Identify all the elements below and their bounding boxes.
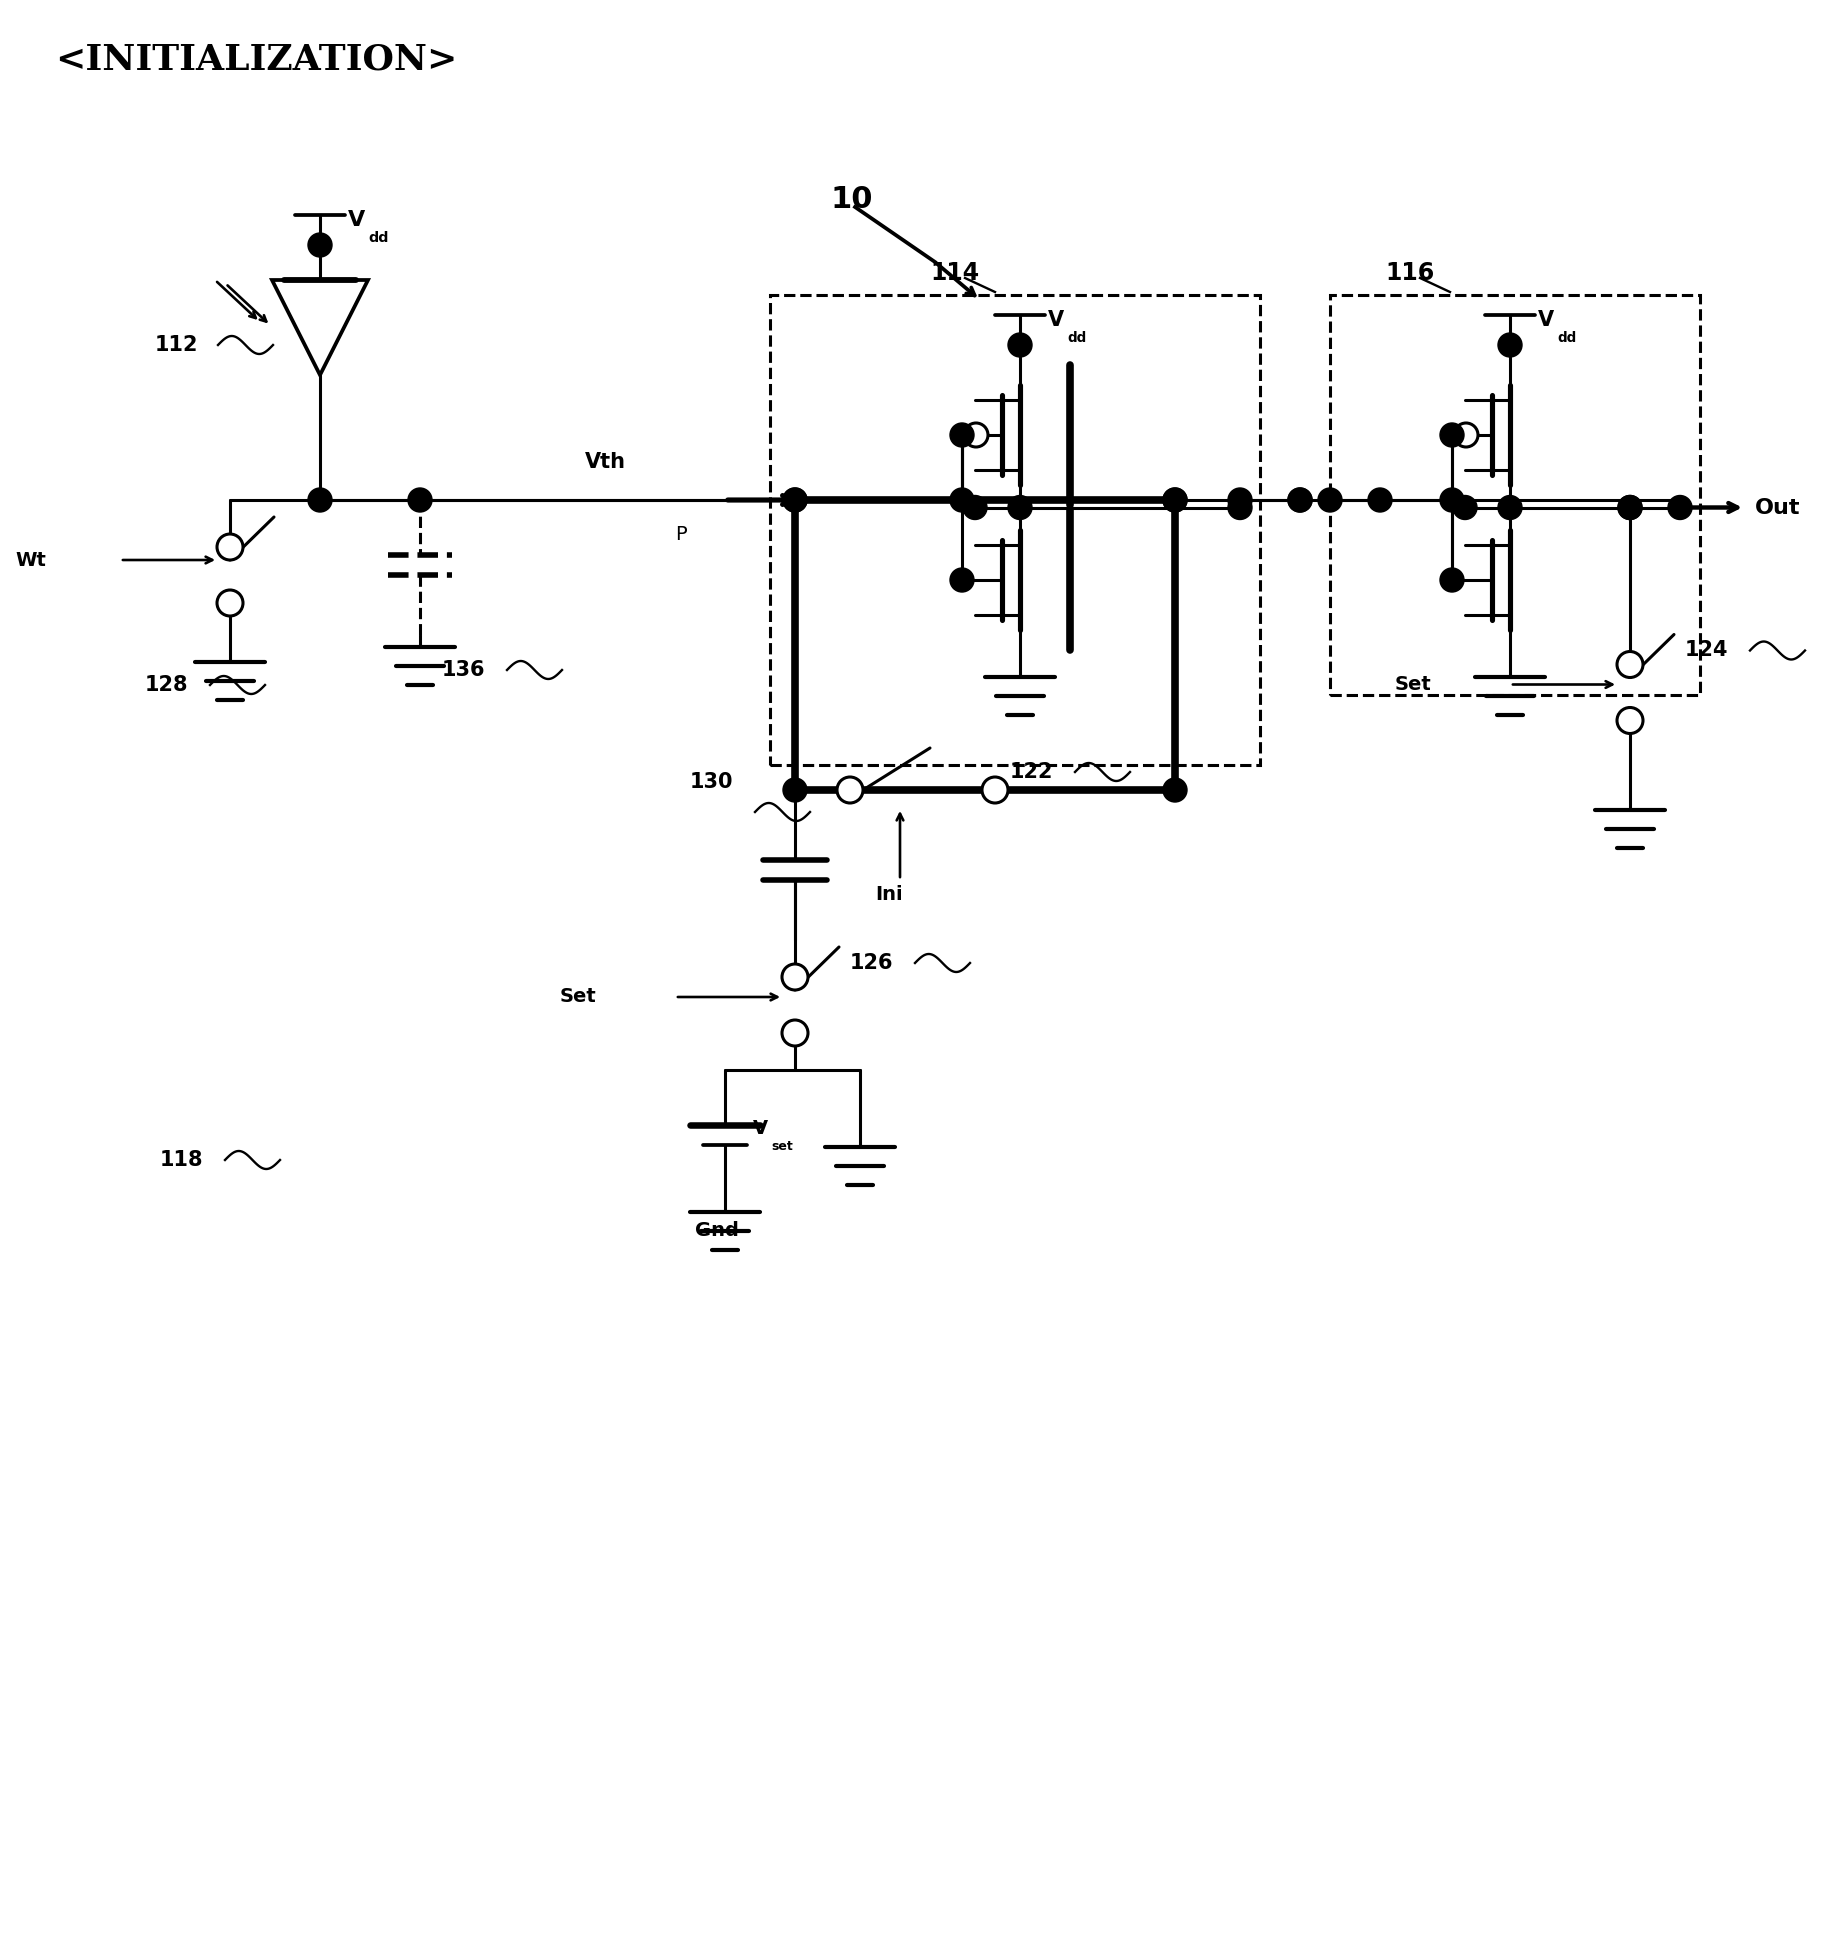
Text: Ini: Ini bbox=[874, 885, 902, 904]
Circle shape bbox=[1289, 488, 1313, 512]
Circle shape bbox=[981, 776, 1009, 803]
Text: 128: 128 bbox=[145, 675, 188, 694]
Text: V: V bbox=[348, 210, 365, 230]
Circle shape bbox=[782, 778, 806, 801]
Bar bbox=[1329, 296, 1699, 694]
Text: dd: dd bbox=[368, 231, 388, 245]
Text: set: set bbox=[771, 1140, 793, 1153]
Circle shape bbox=[1499, 496, 1523, 519]
Circle shape bbox=[1009, 496, 1033, 519]
Circle shape bbox=[782, 488, 806, 512]
Text: 130: 130 bbox=[690, 772, 733, 792]
Circle shape bbox=[1616, 708, 1642, 733]
Circle shape bbox=[1009, 333, 1033, 358]
Circle shape bbox=[1616, 652, 1642, 677]
Circle shape bbox=[1454, 422, 1478, 447]
Circle shape bbox=[217, 589, 243, 617]
Bar bbox=[770, 296, 1259, 764]
Circle shape bbox=[950, 488, 974, 512]
Text: 10: 10 bbox=[830, 185, 873, 214]
Circle shape bbox=[307, 233, 331, 257]
Circle shape bbox=[1453, 496, 1476, 519]
Circle shape bbox=[782, 488, 806, 512]
Circle shape bbox=[217, 535, 243, 560]
Text: 124: 124 bbox=[1685, 640, 1729, 661]
Text: 118: 118 bbox=[160, 1149, 204, 1171]
Text: Out: Out bbox=[1754, 498, 1800, 517]
Circle shape bbox=[307, 488, 331, 512]
Text: dd: dd bbox=[1557, 331, 1576, 344]
Text: Set: Set bbox=[560, 988, 596, 1006]
Circle shape bbox=[409, 488, 433, 512]
Text: Gnd: Gnd bbox=[696, 1221, 738, 1239]
Text: 116: 116 bbox=[1384, 261, 1434, 286]
Circle shape bbox=[963, 496, 987, 519]
Text: dd: dd bbox=[1068, 331, 1086, 344]
Circle shape bbox=[1440, 568, 1464, 591]
Text: V: V bbox=[753, 1120, 768, 1138]
Circle shape bbox=[1228, 488, 1252, 512]
Circle shape bbox=[1164, 488, 1187, 512]
Circle shape bbox=[782, 1019, 808, 1046]
Text: 114: 114 bbox=[930, 261, 979, 286]
Circle shape bbox=[1618, 496, 1642, 519]
Text: V: V bbox=[1048, 309, 1064, 331]
Text: 122: 122 bbox=[1011, 762, 1053, 782]
Text: 126: 126 bbox=[851, 953, 893, 972]
Circle shape bbox=[1228, 496, 1252, 519]
Circle shape bbox=[1164, 778, 1187, 801]
Text: <INITIALIZATION>: <INITIALIZATION> bbox=[55, 43, 457, 78]
Text: P: P bbox=[676, 525, 687, 545]
Circle shape bbox=[1440, 422, 1464, 447]
Circle shape bbox=[950, 568, 974, 591]
Circle shape bbox=[950, 422, 974, 447]
Circle shape bbox=[1618, 496, 1642, 519]
Circle shape bbox=[1368, 488, 1392, 512]
Text: Set: Set bbox=[1395, 675, 1432, 694]
Circle shape bbox=[965, 422, 989, 447]
Bar bbox=[795, 500, 1175, 790]
Text: 136: 136 bbox=[442, 659, 486, 681]
Circle shape bbox=[838, 776, 863, 803]
Text: 112: 112 bbox=[155, 335, 199, 356]
Circle shape bbox=[1164, 488, 1187, 512]
Text: Vth: Vth bbox=[585, 451, 626, 473]
Text: Wt: Wt bbox=[15, 550, 46, 570]
Circle shape bbox=[782, 965, 808, 990]
Circle shape bbox=[1289, 488, 1313, 512]
Circle shape bbox=[1668, 496, 1692, 519]
Circle shape bbox=[1440, 488, 1464, 512]
Circle shape bbox=[1499, 333, 1523, 358]
Circle shape bbox=[1318, 488, 1342, 512]
Text: V: V bbox=[1537, 309, 1554, 331]
